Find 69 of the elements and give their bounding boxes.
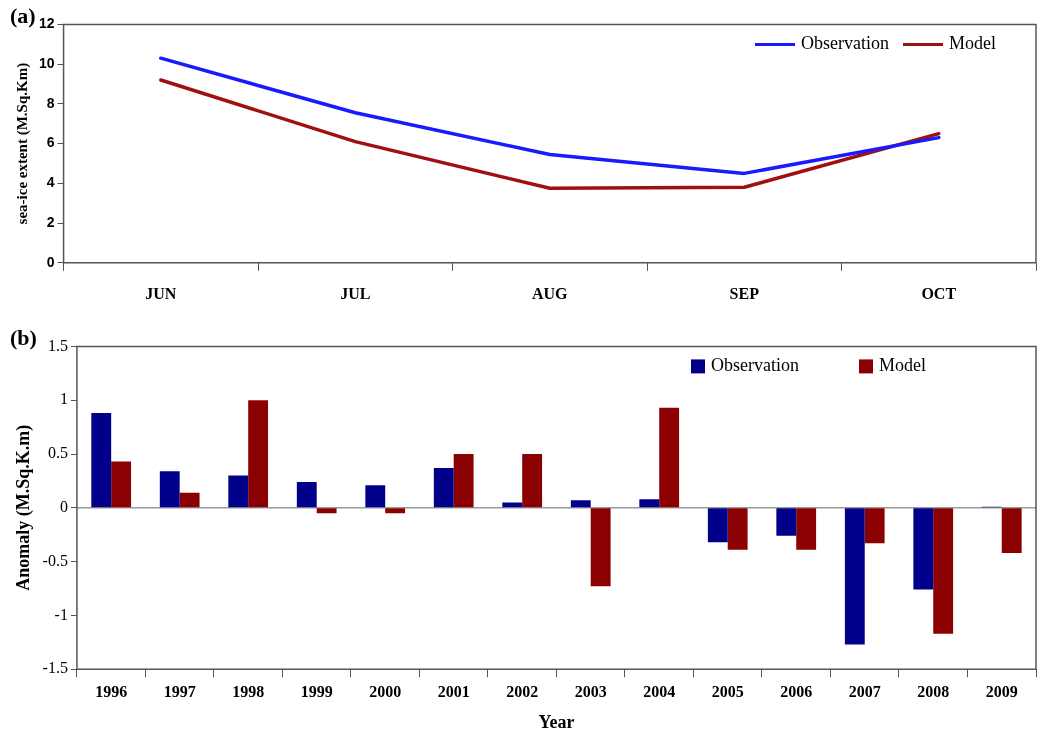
bar — [453, 454, 474, 508]
x-tick-label: 2003 — [574, 682, 607, 700]
x-tick-label: 1997 — [163, 682, 196, 700]
y-tick-label: 0 — [59, 498, 68, 515]
bar — [639, 499, 660, 508]
chart-title: (a) — [10, 2, 36, 28]
x-tick-label: OCT — [921, 284, 957, 302]
bar — [248, 400, 269, 508]
y-tick-label: 4 — [46, 174, 55, 191]
x-tick-label: 1998 — [232, 682, 265, 700]
x-tick-label: 2007 — [848, 682, 881, 700]
legend-label: Observation — [801, 33, 890, 54]
y-tick-label: -1 — [54, 605, 68, 623]
bar — [365, 485, 386, 508]
bar — [111, 461, 132, 508]
x-tick-label: 2009 — [985, 682, 1018, 700]
bar — [159, 471, 180, 508]
x-tick-label: AUG — [532, 284, 569, 302]
x-tick-label: 2002 — [506, 682, 539, 700]
y-tick-label: 8 — [46, 94, 55, 111]
y-tick-label: 0 — [46, 253, 55, 270]
y-tick-label: 6 — [46, 134, 55, 151]
bar — [707, 508, 728, 543]
chart-title: (b) — [10, 324, 37, 350]
y-tick-label: 1 — [59, 390, 68, 408]
x-tick-label: 1996 — [95, 682, 128, 700]
x-tick-label: JUN — [145, 284, 177, 302]
x-tick-label: JUL — [340, 284, 371, 302]
y-tick-label: -1.5 — [42, 659, 68, 677]
bar — [433, 467, 454, 508]
y-tick-label: 2 — [46, 213, 55, 230]
bar — [179, 492, 200, 508]
bar — [727, 508, 748, 550]
bar — [385, 508, 406, 514]
x-tick-label: 2004 — [643, 682, 676, 700]
bar — [796, 508, 817, 550]
bar — [522, 454, 543, 508]
x-tick-label: 2001 — [437, 682, 470, 700]
bar — [502, 502, 523, 508]
y-axis-title: sea-ice extent (M.Sq.Km) — [13, 62, 31, 225]
bar — [864, 508, 885, 544]
bar — [570, 500, 591, 508]
x-tick-label: 2008 — [917, 682, 950, 700]
bar — [228, 475, 249, 508]
x-tick-label: 2006 — [780, 682, 813, 700]
legend-label: Model — [949, 33, 996, 54]
bar — [316, 508, 337, 514]
x-tick-label: 2000 — [369, 682, 402, 700]
y-tick-label: 12 — [38, 15, 55, 32]
x-tick-label: 2005 — [711, 682, 744, 700]
bar — [933, 508, 954, 634]
bar — [1001, 508, 1022, 553]
legend-label: Model — [879, 355, 926, 376]
bar — [296, 481, 317, 508]
y-tick-label: 1.5 — [47, 336, 68, 354]
bar — [913, 508, 934, 590]
bar — [844, 508, 865, 645]
x-tick-label: 1999 — [300, 682, 333, 700]
y-tick-label: 10 — [38, 54, 55, 71]
bar — [91, 413, 112, 508]
bar — [590, 508, 611, 587]
x-tick-label: SEP — [729, 284, 760, 302]
y-tick-label: 0.5 — [47, 444, 68, 462]
bar — [776, 508, 797, 536]
x-axis-title: Year — [538, 711, 575, 732]
y-axis-title: Anomaly (M.Sq.K.m) — [13, 424, 35, 591]
y-tick-label: -0.5 — [42, 551, 68, 569]
legend-label: Observation — [711, 355, 800, 376]
bar — [659, 407, 680, 508]
